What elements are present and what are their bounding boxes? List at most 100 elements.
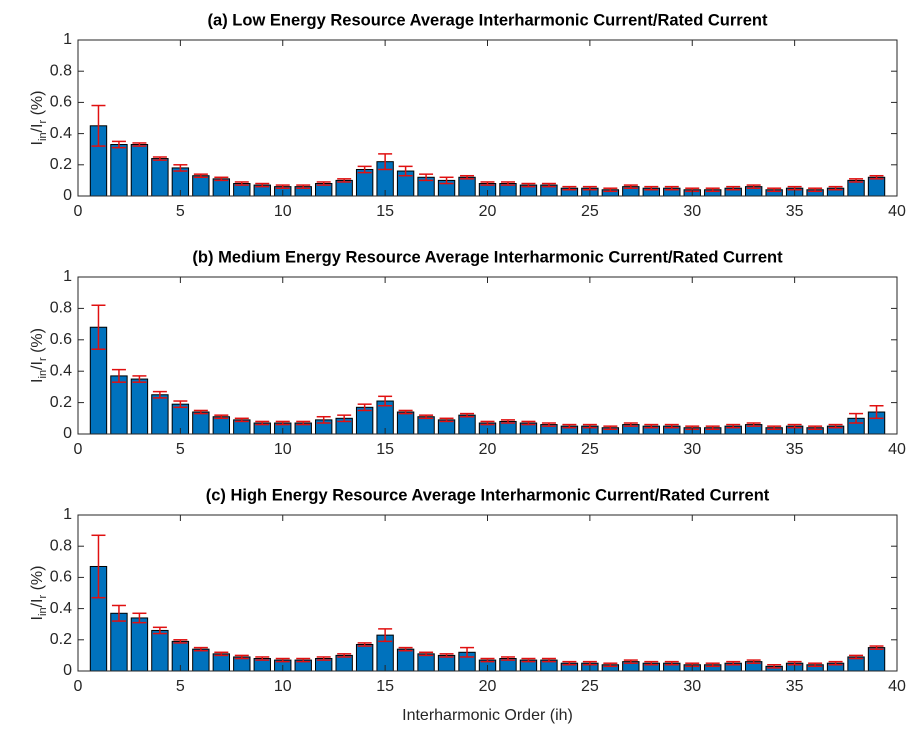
x-tick-label: 10	[274, 678, 292, 695]
error-bar	[480, 657, 495, 663]
y-tick-label: 0	[63, 662, 72, 679]
error-bar	[603, 425, 618, 431]
y-tick-label: 0	[63, 187, 72, 204]
error-bar	[828, 423, 843, 429]
error-bar	[541, 182, 556, 188]
bar	[110, 612, 128, 672]
error-bar	[623, 184, 638, 189]
chart-title: (a) Low Energy Resource Average Interhar…	[208, 11, 768, 29]
error-bar	[111, 368, 126, 383]
error-bar	[378, 395, 393, 407]
x-tick-label: 30	[683, 203, 701, 220]
error-bar	[214, 414, 229, 420]
x-tick-label: 15	[376, 678, 394, 695]
error-bar	[214, 651, 229, 657]
error-bar	[562, 185, 577, 191]
y-tick-label: 0.4	[50, 600, 72, 617]
y-axis-label-part: /I	[29, 599, 46, 608]
error-bar	[562, 423, 577, 429]
error-bar	[746, 659, 761, 664]
y-tick-label: 1	[63, 268, 72, 285]
x-tick-label: 5	[176, 203, 185, 220]
chart-title: (b) Medium Energy Resource Average Inter…	[192, 248, 783, 266]
x-tick-label: 35	[786, 678, 804, 695]
x-tick-label: 20	[479, 441, 497, 458]
y-tick-label: 1	[63, 31, 72, 48]
error-bar	[173, 164, 188, 172]
error-bar	[767, 187, 782, 193]
y-tick-label: 0.2	[50, 156, 72, 173]
y-tick-label: 0.8	[50, 62, 72, 79]
error-bar	[296, 657, 311, 663]
error-bar	[521, 657, 536, 663]
error-bar	[500, 656, 515, 661]
x-tick-label: 20	[479, 678, 497, 695]
y-tick-label: 1	[63, 506, 72, 523]
y-axis-label-part: (%)	[29, 328, 46, 357]
y-tick-label: 0.6	[50, 331, 72, 348]
error-bar	[378, 628, 393, 643]
y-axis-label-part: in	[37, 370, 49, 379]
error-bar	[378, 153, 393, 171]
error-bar	[521, 182, 536, 188]
y-axis-label-part: r	[37, 595, 49, 599]
error-bar	[439, 176, 454, 185]
bar	[458, 414, 476, 435]
error-bar	[439, 653, 454, 658]
x-tick-label: 10	[274, 203, 292, 220]
error-bar	[275, 657, 290, 663]
bar	[130, 378, 149, 435]
plot-area	[78, 40, 897, 196]
y-axis-label-part: in	[37, 607, 49, 616]
error-bar	[337, 653, 352, 658]
error-bar	[255, 656, 270, 661]
x-tick-label: 0	[74, 678, 83, 695]
error-bar	[214, 176, 229, 182]
y-tick-label: 0.2	[50, 631, 72, 648]
x-tick-label: 20	[479, 203, 497, 220]
chart-title: (c) High Energy Resource Average Interha…	[206, 486, 770, 504]
error-bar	[152, 390, 167, 399]
x-tick-label: 40	[888, 678, 906, 695]
error-bar	[705, 187, 720, 193]
y-axis-label-part: I	[29, 616, 46, 620]
error-bar	[132, 142, 147, 147]
x-tick-label: 25	[581, 441, 599, 458]
error-bar	[234, 654, 249, 660]
bar	[110, 375, 128, 435]
bar	[151, 394, 169, 435]
error-bar	[193, 173, 208, 179]
error-bar	[234, 181, 249, 186]
error-bar	[623, 422, 638, 427]
error-bar	[316, 181, 331, 186]
error-bar	[644, 423, 659, 429]
x-tick-label: 40	[888, 441, 906, 458]
error-bar	[787, 660, 802, 666]
error-bar	[500, 181, 515, 186]
bar	[458, 176, 476, 197]
error-bar	[849, 412, 864, 424]
y-axis-label-part: I	[29, 379, 46, 383]
y-tick-label: 0.8	[50, 300, 72, 317]
error-bar	[746, 422, 761, 427]
y-axis-label-part: r	[37, 357, 49, 361]
y-axis-label-part: in	[37, 132, 49, 141]
x-tick-label: 35	[786, 203, 804, 220]
error-bar	[316, 656, 331, 661]
bar	[212, 653, 231, 672]
error-bar	[828, 185, 843, 191]
error-bar	[460, 412, 475, 418]
bar	[396, 411, 415, 435]
bar	[437, 654, 456, 672]
bar	[417, 653, 435, 672]
error-bar	[541, 657, 556, 663]
error-bar	[398, 646, 413, 652]
error-bar	[132, 612, 147, 624]
error-bar	[255, 420, 270, 426]
bar	[151, 158, 169, 197]
bar	[130, 144, 149, 197]
bar	[192, 411, 210, 435]
x-tick-label: 5	[176, 441, 185, 458]
